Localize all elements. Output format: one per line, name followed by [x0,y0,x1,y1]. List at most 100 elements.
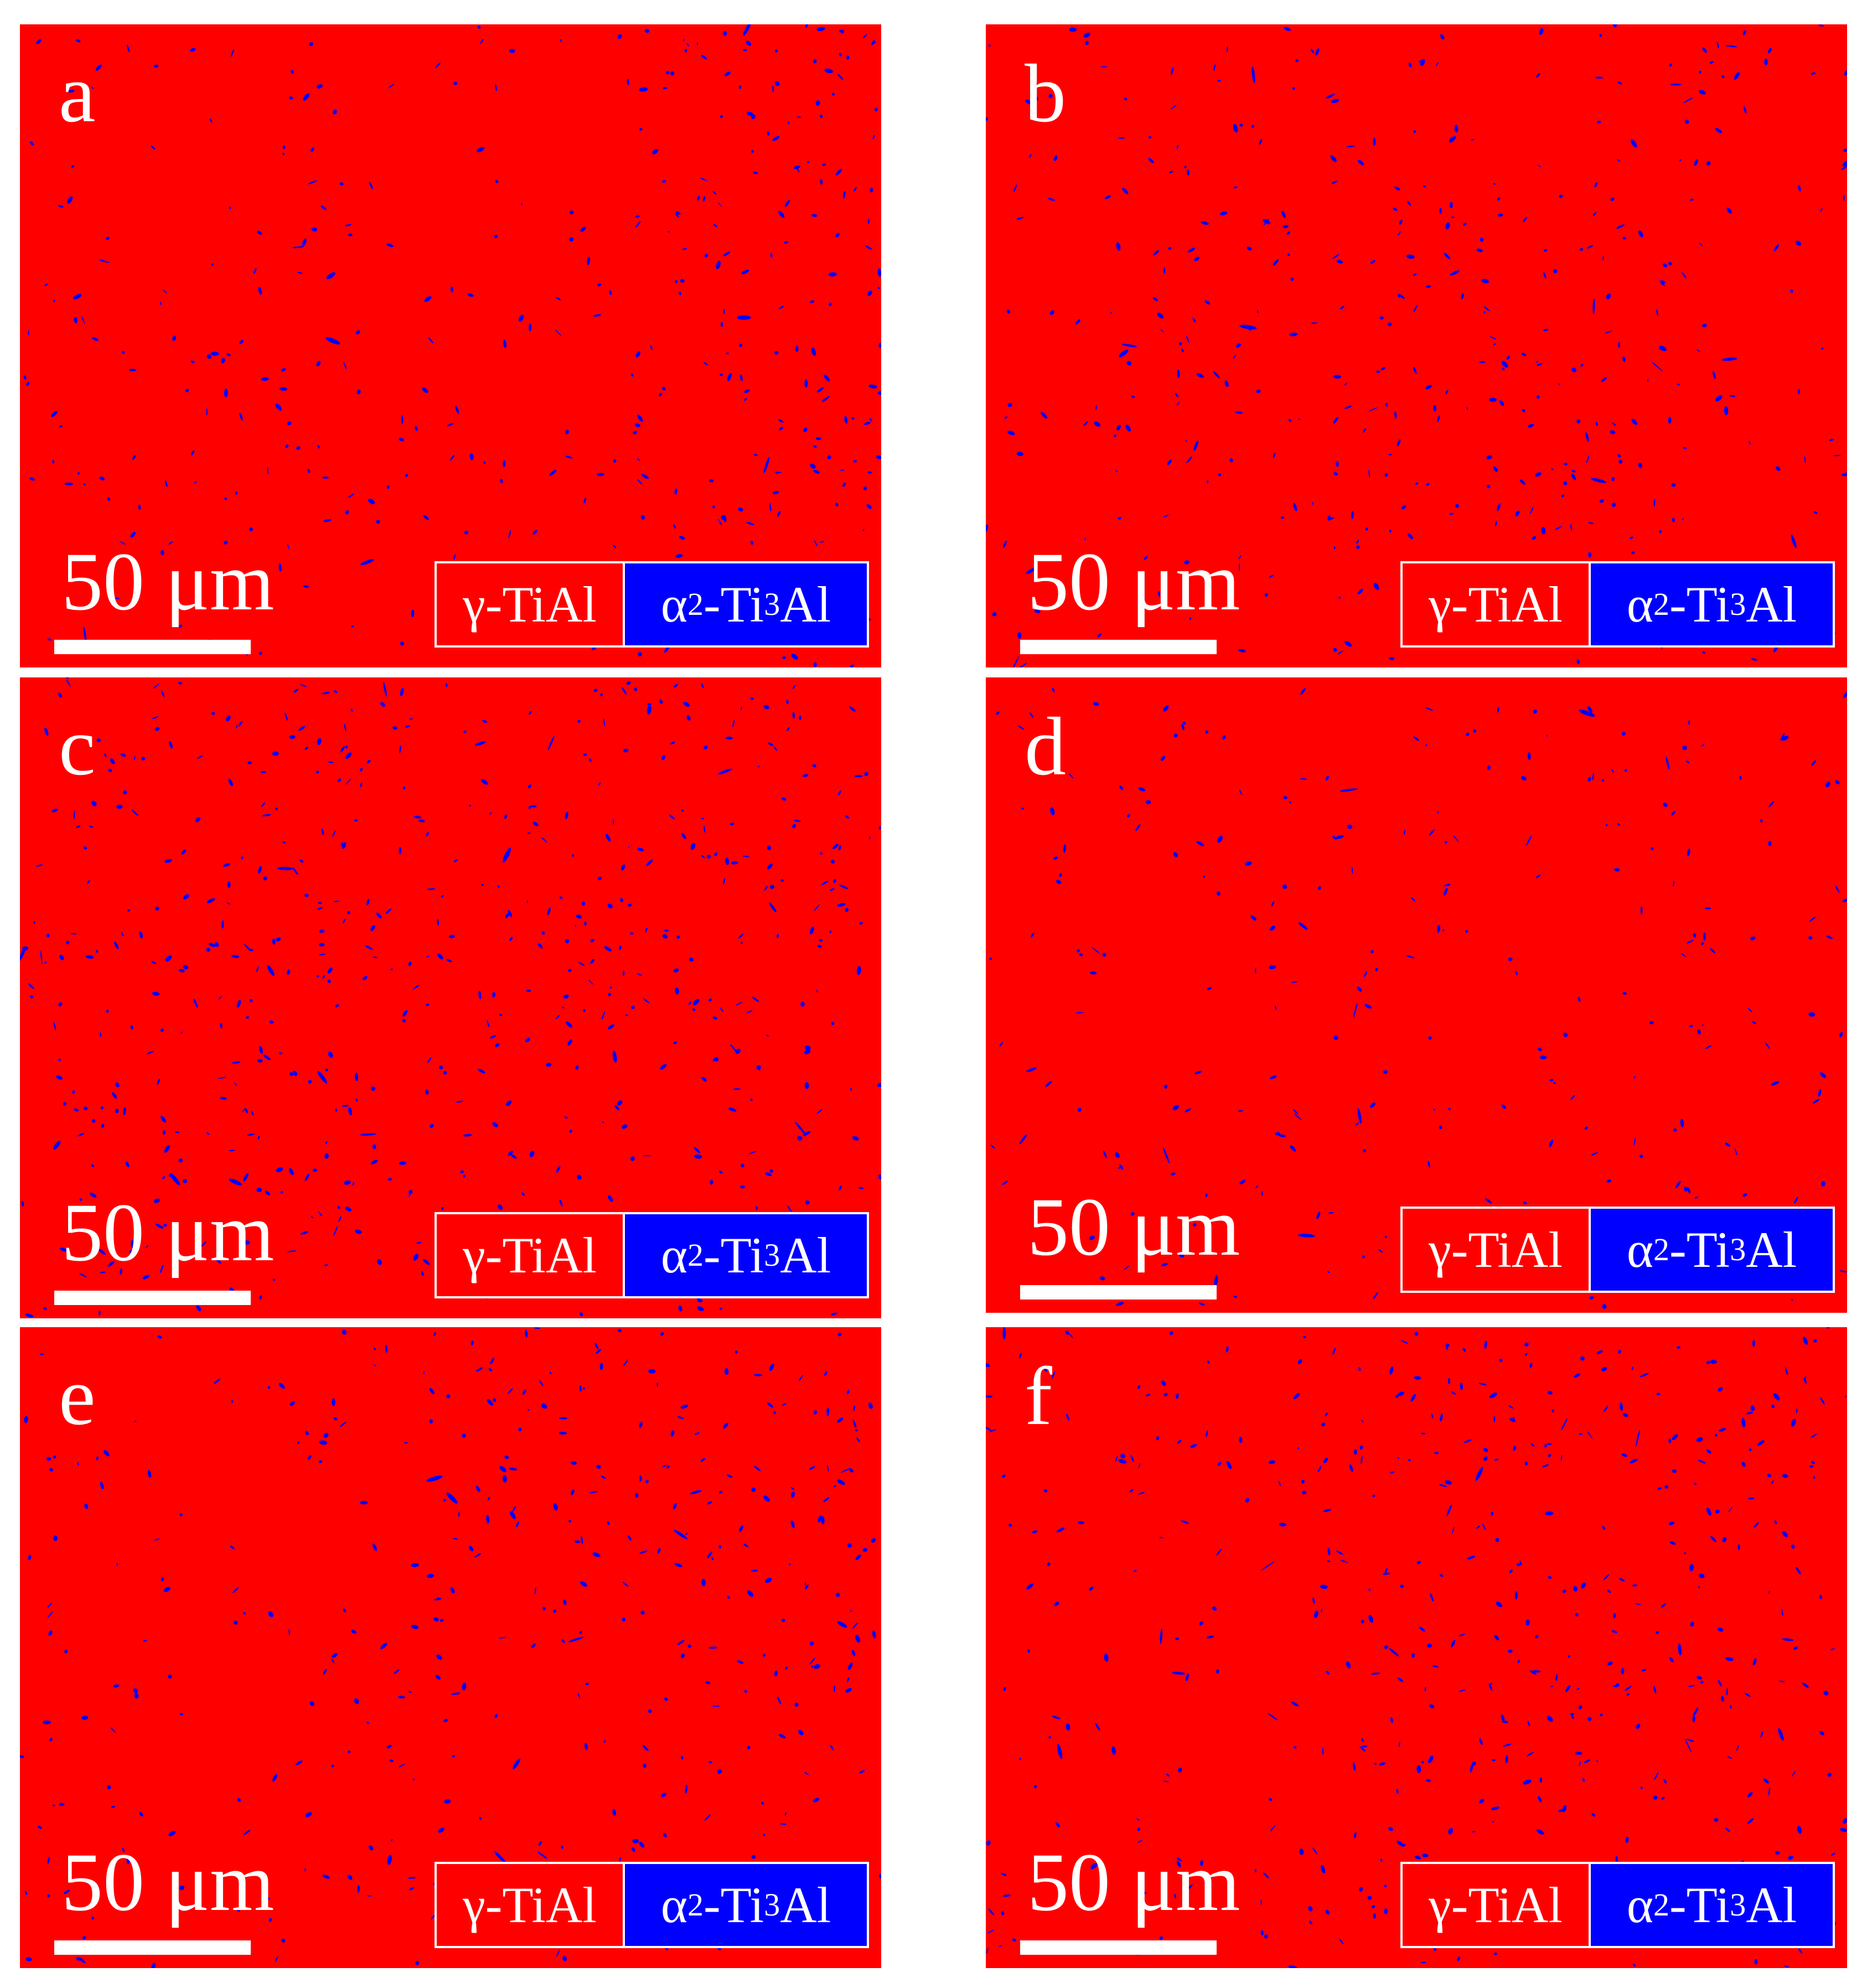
alpha2-particle [1407,533,1414,540]
alpha2-particle [241,1109,245,1112]
alpha2-particle [1727,1756,1732,1759]
alpha2-particle [154,64,159,68]
alpha2-particle [705,1681,711,1684]
alpha2-particle [670,1430,675,1437]
alpha2-particle [1413,273,1417,276]
alpha2-particle [1688,1685,1695,1687]
alpha2-particle [780,1823,787,1825]
alpha2-particle [1384,1645,1388,1649]
alpha2-particle [51,809,58,812]
alpha2-particle [590,959,594,964]
alpha2-particle [1485,1198,1492,1204]
alpha2-particle [504,1455,509,1459]
alpha2-particle [1842,898,1847,903]
alpha2-particle [243,1830,251,1835]
alpha2-particle [549,1371,552,1375]
alpha2-particle [257,1059,263,1063]
alpha2-particle [1523,216,1527,222]
alpha2-particle [295,1760,303,1766]
alpha2-particle [820,852,823,855]
alpha2-particle [878,1873,881,1879]
alpha2-particle [386,243,394,247]
alpha2-particle [67,196,73,204]
alpha2-particle [1750,1405,1755,1411]
alpha2-particle [1532,1670,1541,1673]
alpha2-particle [876,455,881,459]
alpha2-particle [830,860,835,864]
alpha2-particle [746,40,752,46]
alpha2-particle [224,497,227,500]
alpha2-particle [58,1002,63,1007]
alpha2-particle [107,1261,115,1267]
alpha2-particle [193,998,198,1008]
alpha2-particle [612,818,614,825]
alpha2-particle [1622,731,1626,736]
alpha2-particle [1505,1755,1508,1763]
alpha2-particle [1433,405,1437,412]
alpha2-particle [1222,735,1226,740]
alpha2-particle [423,515,429,520]
alpha2-particle [1489,397,1497,402]
alpha2-particle [288,1168,294,1176]
alpha2-particle [712,1705,720,1707]
alpha2-particle [1715,1509,1720,1514]
alpha2-particle [1754,1522,1759,1528]
alpha2-particle [408,1691,412,1693]
alpha2-particle [488,1368,493,1371]
alpha2-particle [679,536,685,540]
alpha2-particle [864,772,868,776]
alpha2-particle [692,1008,696,1012]
alpha2-particle [686,43,690,46]
alpha2-particle [360,559,374,566]
alpha2-particle [234,1621,238,1625]
alpha2-particle [704,826,706,833]
alpha2-particle [694,1432,700,1435]
alpha2-particle [635,1493,639,1498]
alpha2-particle [77,1133,85,1137]
alpha2-particle [558,1417,567,1420]
alpha2-particle [1804,456,1806,463]
alpha2-particle [1451,1391,1456,1395]
alpha2-particle [746,521,754,526]
alpha2-particle [511,1154,517,1159]
alpha2-particle [716,261,721,270]
alpha2-particle [272,1774,278,1782]
alpha2-particle [1349,1464,1353,1472]
alpha2-particle [1721,1696,1724,1702]
alpha2-particle [666,71,670,75]
alpha2-particle [495,179,499,183]
alpha2-particle [345,752,352,759]
alpha2-particle [333,1417,338,1421]
alpha2-particle [1490,1682,1492,1685]
alpha2-particle [1602,1304,1607,1309]
alpha2-particle [1578,709,1595,717]
alpha2-particle [1698,1586,1700,1588]
alpha2-particle [247,1133,255,1136]
alpha2-particle [594,1342,599,1350]
alpha2-particle [1114,434,1117,437]
alpha2-particle [154,1538,160,1541]
alpha2-particle [43,1720,51,1725]
alpha2-particle [1397,1391,1404,1396]
alpha2-particle [784,241,789,244]
alpha2-particle [1635,1603,1641,1606]
alpha2-particle [1461,293,1464,299]
alpha2-particle [201,1241,207,1247]
alpha2-particle [95,64,102,71]
alpha2-particle [1370,260,1375,264]
alpha2-particle [1371,1672,1380,1675]
alpha2-particle [1292,1109,1299,1115]
alpha2-particle [743,398,747,401]
alpha2-particle [622,1617,625,1622]
alpha2-particle [837,74,844,80]
alpha2-particle [83,846,87,850]
alpha2-particle [1175,392,1178,398]
alpha2-particle [1771,1404,1775,1409]
alpha2-particle [462,1433,466,1438]
alpha2-particle [854,775,863,778]
alpha2-particle [1406,955,1415,959]
alpha2-particle [423,1371,425,1374]
alpha2-particle [1219,211,1228,216]
alpha2-particle [322,476,329,479]
alpha2-particle [856,1437,860,1442]
